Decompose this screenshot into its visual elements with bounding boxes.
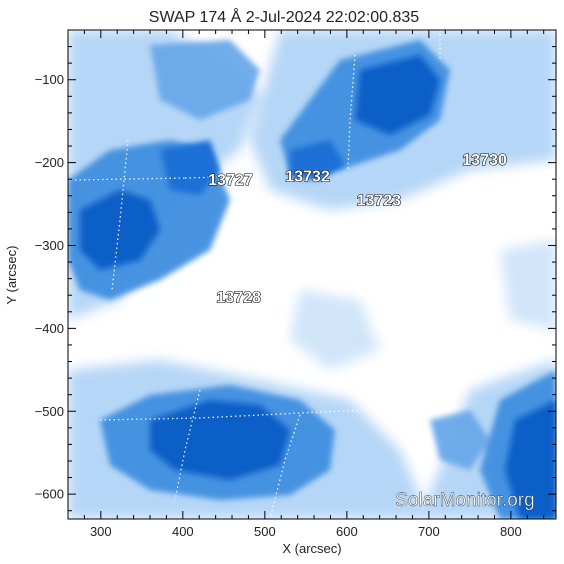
active-region-labels: 13727 13732 13723 13730 13728	[208, 152, 508, 308]
y-axis-label: Y (arcsec)	[4, 246, 19, 305]
x-tick-label: 300	[90, 524, 112, 539]
y-tick-label: −300	[35, 238, 64, 253]
x-axis: 300 400 500 600 700 800	[67, 30, 545, 539]
active-region-label: 13727	[208, 172, 253, 189]
x-tick-label: 600	[336, 524, 358, 539]
active-region-label: 13728	[216, 290, 261, 307]
x-axis-label: X (arcsec)	[282, 541, 341, 556]
emission-image	[68, 30, 556, 519]
active-region-label: 13732	[285, 169, 330, 186]
plot-frame	[67, 29, 557, 520]
y-axis: −100 −200 −300 −400 −500 −600	[35, 29, 556, 512]
y-tick-label: −200	[35, 155, 64, 170]
x-tick-label: 500	[254, 524, 276, 539]
active-region-label: 13723	[357, 193, 402, 210]
x-tick-label: 800	[500, 524, 522, 539]
y-tick-label: −100	[35, 72, 64, 87]
active-region-label: 13730	[462, 152, 507, 169]
x-tick-label: 700	[418, 524, 440, 539]
y-tick-label: −400	[35, 321, 64, 336]
y-tick-label: −600	[35, 487, 64, 502]
y-tick-label: −500	[35, 404, 64, 419]
watermark: SolarMonitor.org	[395, 490, 534, 511]
map-title: SWAP 174 Å 2-Jul-2024 22:02:00.835	[149, 7, 420, 26]
x-tick-label: 400	[172, 524, 194, 539]
grid-lines	[74, 30, 441, 519]
